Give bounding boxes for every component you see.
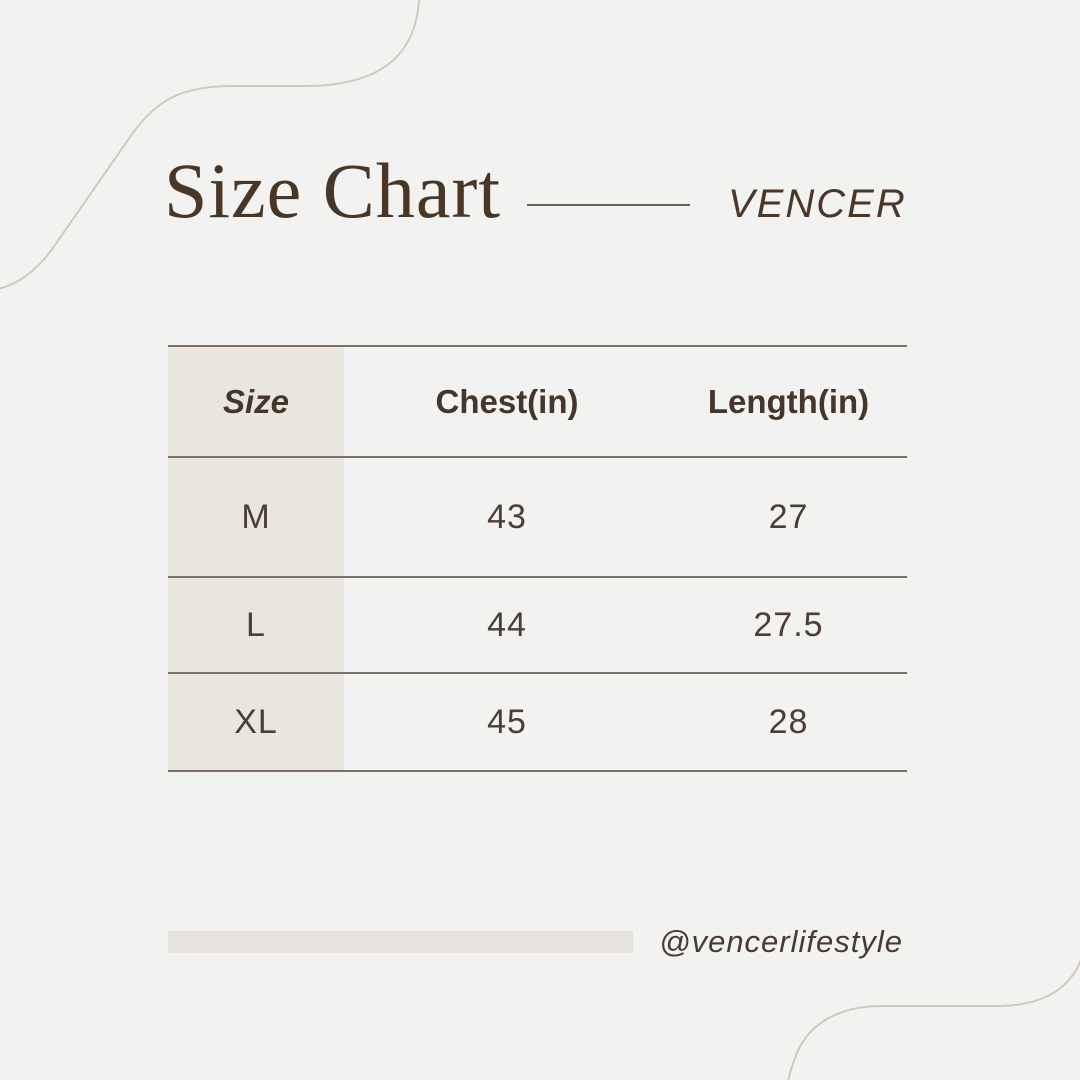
column-header-size: Size [168, 347, 344, 456]
bottom-right-curve-line [787, 959, 1080, 1080]
length-value: 27.5 [753, 605, 824, 644]
chest-value: 44 [487, 605, 527, 644]
title-divider-line [527, 204, 690, 206]
chest-value: 43 [487, 497, 527, 536]
column-header-length: Length(in) [707, 382, 870, 420]
size-value: M [168, 458, 344, 576]
size-value: XL [168, 674, 344, 770]
size-table: Size Chest(in) Length(in) M 43 27 L 44 2… [168, 345, 907, 772]
footer-accent-bar [168, 931, 633, 953]
chest-value: 45 [487, 702, 527, 741]
brand-name: VENCER [728, 182, 907, 226]
table-row: L 44 27.5 [168, 578, 907, 674]
page-title: Size Chart [164, 147, 502, 234]
table-row: M 43 27 [168, 458, 907, 578]
social-handle: @vencerlifestyle [659, 924, 903, 959]
column-header-chest: Chest(in) [435, 382, 579, 420]
table-row: XL 45 28 [168, 674, 907, 772]
size-value: L [168, 578, 344, 672]
table-header-row: Size Chest(in) Length(in) [168, 347, 907, 458]
top-left-curve-line [0, 0, 420, 290]
length-value: 28 [768, 702, 809, 741]
length-value: 27 [768, 497, 809, 536]
